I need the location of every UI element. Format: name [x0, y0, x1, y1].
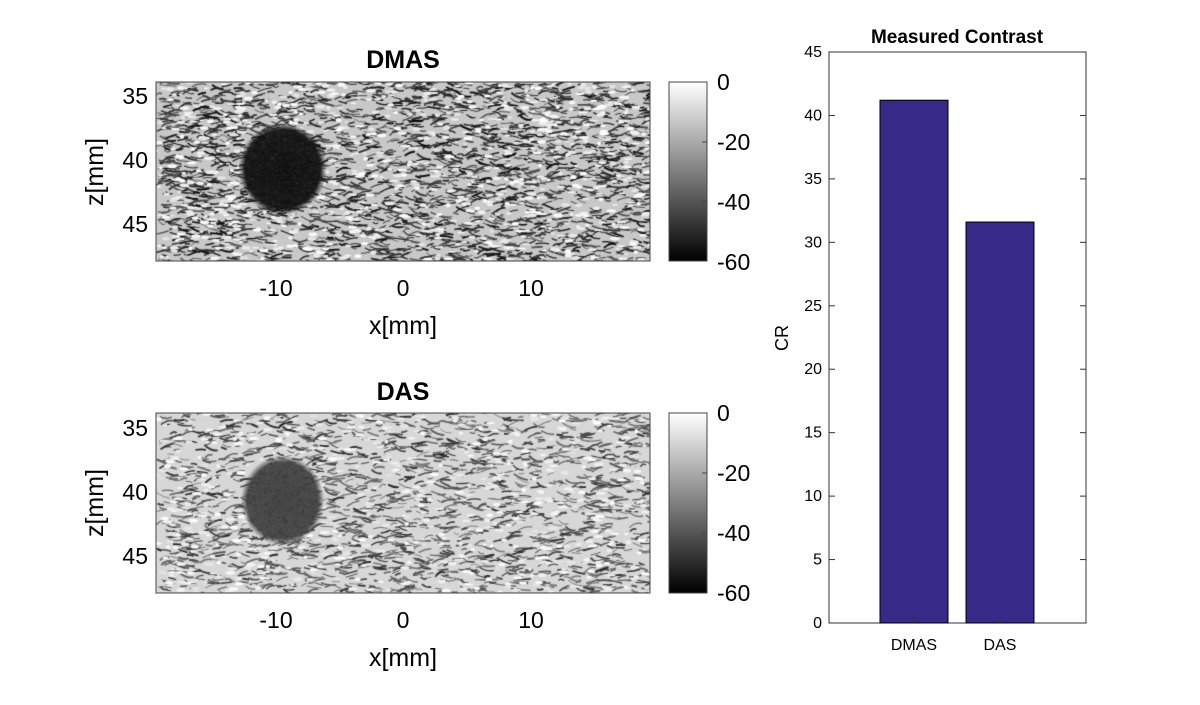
- das-colorbar-tick: 0: [717, 400, 730, 426]
- y-tick-label: 5: [813, 552, 822, 569]
- dmas-y-axis-label: z[mm]: [81, 138, 109, 206]
- das-colorbar-tick: -40: [717, 520, 750, 546]
- dmas-image-frame: [155, 81, 651, 262]
- y-tick-label: 0: [813, 615, 822, 632]
- das-image: [156, 413, 650, 593]
- dmas-x-tick: -10: [259, 275, 292, 301]
- das-x-tick: 0: [397, 607, 410, 633]
- dmas-y-tick: 45: [122, 211, 148, 237]
- das-x-tick: 10: [518, 607, 544, 633]
- bar-chart-axes: [828, 51, 1087, 624]
- x-tick-label: DMAS: [891, 637, 937, 654]
- das-x-tick: -10: [259, 607, 292, 633]
- dmas-x-tick: 0: [397, 275, 410, 301]
- y-tick-label: 10: [804, 488, 822, 505]
- x-tick-label: DAS: [984, 637, 1017, 654]
- das-colorbar: [668, 412, 708, 594]
- dmas-x-axis-label: x[mm]: [369, 312, 437, 340]
- dmas-y-tick: 35: [122, 83, 148, 109]
- bar-chart-y-axis-label: CR: [772, 325, 792, 351]
- das-image-frame: [155, 412, 651, 594]
- dmas-panel: DMAS 35 40 45 z[mm] -10 0 10 x[mm] 0 -20…: [81, 46, 750, 340]
- das-colorbar-tick: -20: [717, 460, 750, 486]
- dmas-colorbar: [668, 81, 708, 262]
- dmas-y-tick: 40: [122, 147, 148, 173]
- contrast-bar-chart: Measured Contrast CR 0 5 10 15 20 25 30 35 40 45 D…: [772, 27, 1087, 654]
- y-tick-label: 45: [804, 44, 822, 61]
- dmas-image: [156, 82, 650, 261]
- das-panel: DAS 35 40 45 z[mm] -10 0 10 x[mm] 0 -20 …: [81, 378, 750, 672]
- dmas-colorbar-tick: -60: [717, 249, 750, 275]
- y-tick-label: 25: [804, 298, 822, 315]
- y-tick-label: 20: [804, 361, 822, 378]
- bar-marks: 0 5 10 15 20 25 30 35 40 45 DMAS DAS: [804, 44, 1086, 654]
- dmas-colorbar-tick: -20: [717, 129, 750, 155]
- bar-chart-title: Measured Contrast: [871, 27, 1044, 48]
- das-y-tick: 45: [122, 543, 148, 569]
- y-tick-label: 30: [804, 234, 822, 251]
- bar: [965, 221, 1035, 624]
- bar: [879, 99, 949, 624]
- das-y-tick: 35: [122, 415, 148, 441]
- dmas-colorbar-tick: -40: [717, 189, 750, 215]
- das-title: DAS: [377, 378, 430, 406]
- y-tick-label: 15: [804, 425, 822, 442]
- dmas-colorbar-tick: 0: [717, 69, 730, 95]
- das-x-axis-label: x[mm]: [369, 644, 437, 672]
- das-y-tick: 40: [122, 479, 148, 505]
- dmas-x-tick: 10: [518, 275, 544, 301]
- y-tick-label: 35: [804, 171, 822, 188]
- y-tick-label: 40: [804, 107, 822, 124]
- das-y-axis-label: z[mm]: [81, 469, 109, 537]
- dmas-title: DMAS: [366, 46, 440, 74]
- das-colorbar-tick: -60: [717, 580, 750, 606]
